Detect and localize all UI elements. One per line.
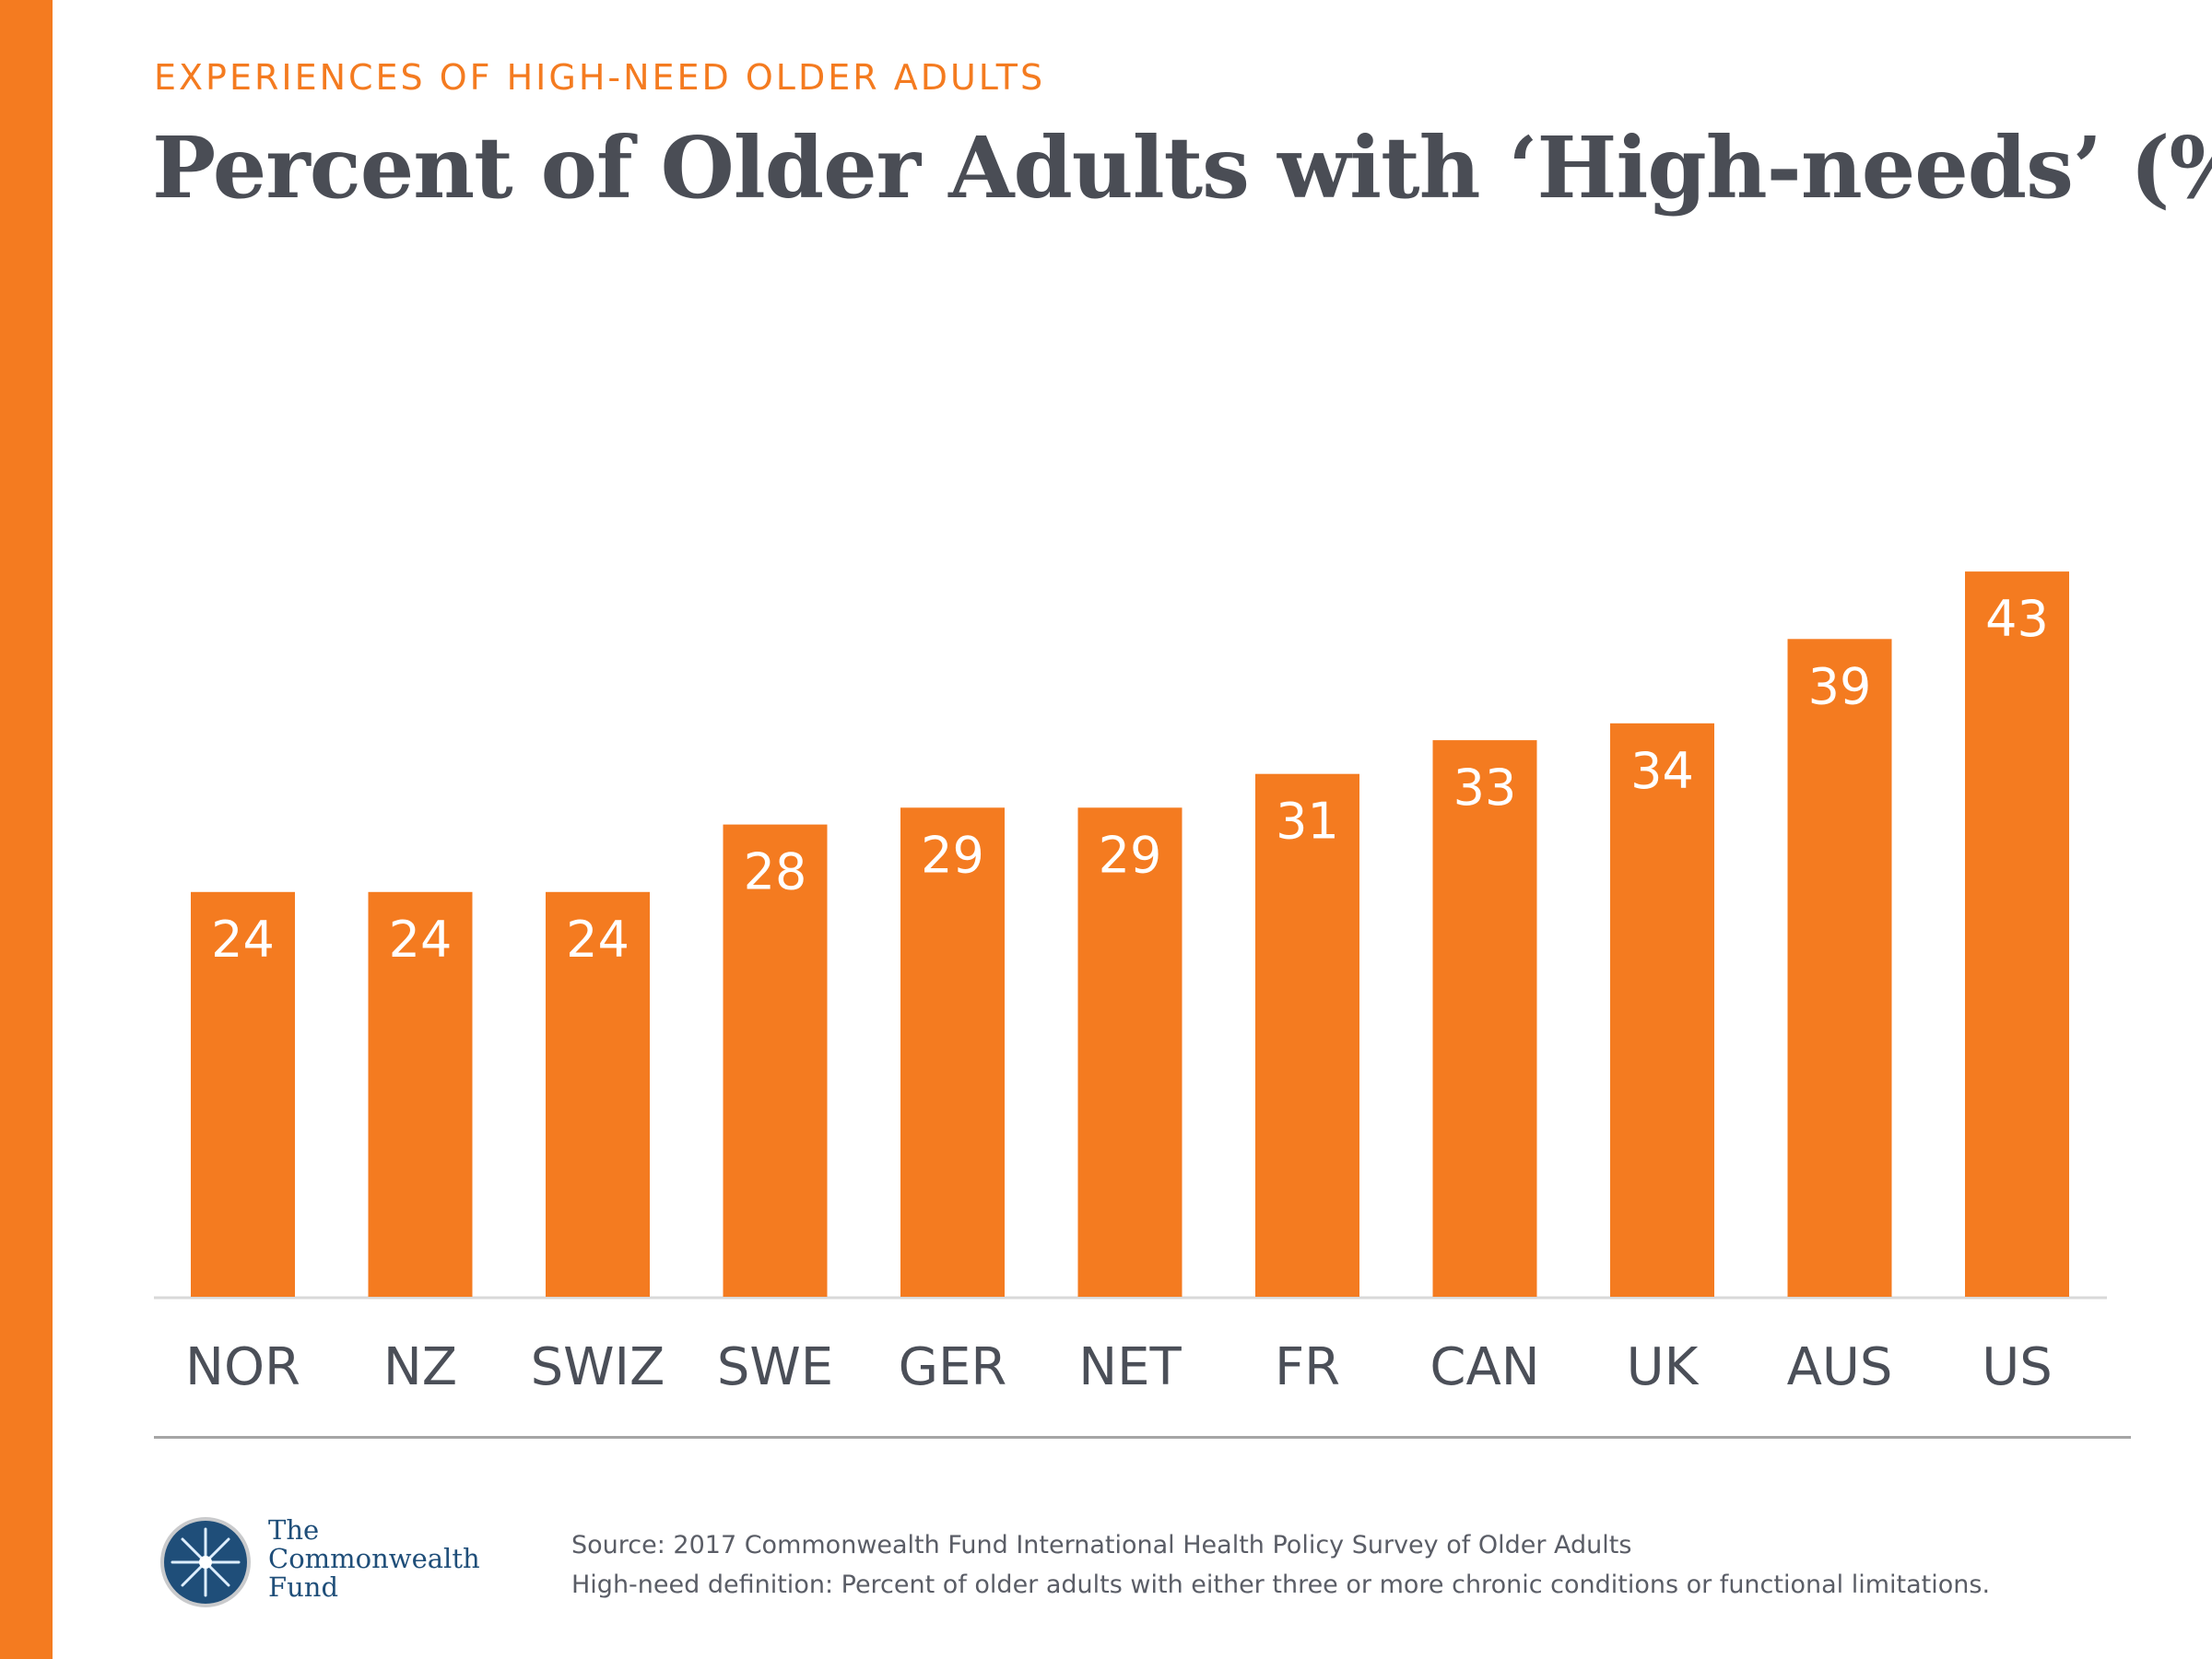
- data-label: 39: [1808, 657, 1872, 715]
- chart-title: Percent of Older Adults with ‘High-needs…: [152, 118, 2212, 218]
- data-label: 43: [1985, 590, 2049, 648]
- bar-fr: [1255, 773, 1359, 1297]
- source-note: Source: 2017 Commonwealth Fund Internati…: [571, 1525, 1990, 1605]
- bar-swiz: [546, 891, 650, 1297]
- data-label: 28: [744, 843, 807, 901]
- section-kicker: EXPERIENCES OF HIGH-NEED OLDER ADULTS: [154, 57, 1046, 98]
- bar-uk: [1610, 723, 1714, 1297]
- category-label: SWIZ: [531, 1337, 665, 1397]
- data-label: 24: [566, 911, 629, 969]
- definition-text: High-need definition: Percent of older a…: [571, 1571, 1991, 1599]
- data-label: 31: [1276, 793, 1339, 851]
- bar-ger: [900, 807, 1005, 1297]
- category-label: CAN: [1430, 1337, 1539, 1397]
- logo-text: The Commonwealth Fund: [268, 1516, 480, 1602]
- data-label: 29: [1099, 826, 1162, 884]
- bar-nz: [368, 891, 473, 1297]
- commonwealth-fund-logo-icon: [160, 1517, 251, 1607]
- category-label: SWE: [717, 1337, 833, 1397]
- category-label: NET: [1078, 1337, 1182, 1397]
- category-label: AUS: [1787, 1337, 1893, 1397]
- logo-line: The: [268, 1514, 320, 1546]
- data-label: 33: [1453, 759, 1517, 817]
- category-label: FR: [1275, 1337, 1340, 1397]
- divider: [154, 1436, 2131, 1439]
- source-text: Source: 2017 Commonwealth Fund Internati…: [571, 1531, 1632, 1559]
- bar-net: [1077, 807, 1182, 1297]
- data-label: 29: [921, 826, 984, 884]
- logo-line: Fund: [268, 1571, 339, 1603]
- accent-strip: [0, 0, 53, 1659]
- data-label: 24: [211, 911, 275, 969]
- data-label: 34: [1630, 742, 1694, 800]
- category-label: NZ: [383, 1337, 457, 1397]
- bar-us: [1965, 571, 2069, 1297]
- logo-line: Commonwealth: [268, 1543, 480, 1574]
- bar-nor: [191, 891, 295, 1297]
- bar-can: [1432, 740, 1537, 1297]
- category-label: NOR: [185, 1337, 300, 1397]
- data-label: 24: [389, 911, 453, 969]
- category-label: US: [1982, 1337, 2053, 1397]
- category-label: GER: [899, 1337, 1007, 1397]
- bar-swe: [723, 824, 828, 1297]
- category-label: UK: [1627, 1337, 1700, 1397]
- bar-aus: [1787, 639, 1892, 1297]
